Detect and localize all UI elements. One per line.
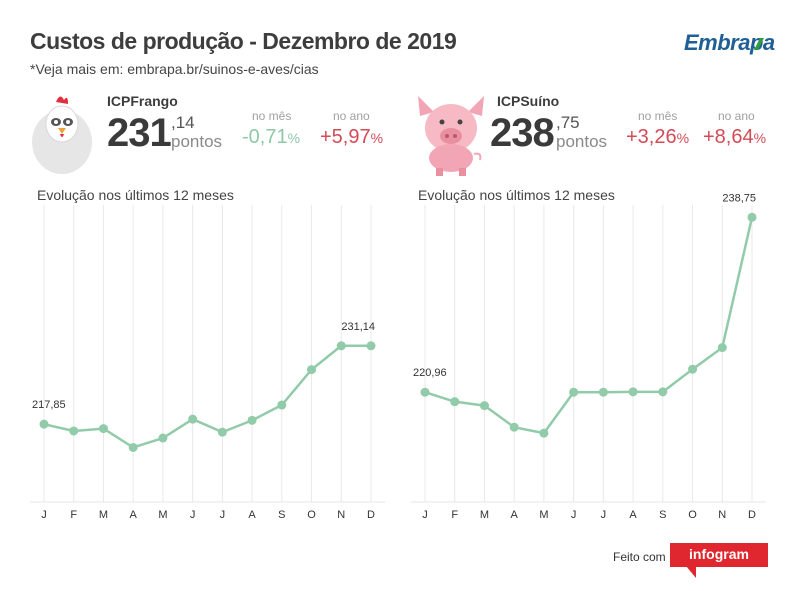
kpi-suino-unit: pontos	[556, 132, 608, 151]
suino-data-point	[420, 387, 430, 397]
frango-ano-label: no ano	[333, 109, 370, 123]
frango-data-point	[366, 341, 376, 351]
chicken-icon	[32, 96, 92, 174]
suino-x-tick-label: N	[718, 509, 726, 521]
frango-data-point	[158, 433, 168, 443]
suino-data-point	[509, 422, 519, 432]
made-with-text: Feito com	[613, 550, 666, 564]
frango-data-point	[217, 427, 227, 437]
suino-ano-label: no ano	[718, 109, 755, 123]
suino-x-tick-label: M	[539, 509, 548, 521]
chart-suino-title: Evolução nos últimos 12 meses	[418, 187, 615, 203]
suino-data-point	[688, 364, 698, 374]
kpi-frango-name: ICPFrango	[107, 93, 178, 109]
suino-mes-label: no mês	[638, 109, 678, 123]
frango-x-tick-label: F	[70, 509, 77, 521]
kpi-suino-decimal: ,75	[556, 113, 580, 132]
suino-x-tick-label: J	[422, 509, 428, 521]
frango-ano-change: +5,97%	[320, 126, 384, 148]
page-title: Custos de produção - Dezembro de 2019	[30, 28, 457, 54]
suino-data-point	[539, 428, 549, 438]
suino-x-tick-label: O	[688, 509, 697, 521]
suino-mes-change: +3,26%	[626, 126, 690, 148]
suino-ano-change: +8,64%	[703, 126, 767, 148]
frango-x-tick-label: A	[130, 509, 138, 521]
frango-data-point	[336, 341, 346, 351]
frango-data-point	[307, 365, 317, 375]
suino-series-line	[424, 217, 754, 435]
suino-x-tick-label: J	[601, 509, 607, 521]
suino-x-tick-label: M	[480, 509, 489, 521]
suino-x-tick-label: A	[511, 509, 519, 521]
suino-data-label: 238,75	[722, 192, 756, 204]
frango-data-point	[98, 424, 108, 434]
infogram-badge[interactable]: infogram	[670, 543, 768, 567]
infogram-badge-tail	[686, 566, 696, 578]
suino-data-point	[717, 343, 727, 353]
frango-mes-label: no mês	[252, 109, 292, 123]
frango-x-tick-label: J	[190, 509, 196, 521]
frango-data-point	[247, 415, 257, 425]
frango-data-label: 217,85	[32, 399, 66, 411]
suino-data-point	[479, 401, 489, 411]
suino-x-tick-label: A	[629, 509, 637, 521]
kpi-suino-value: 238	[490, 111, 555, 155]
suino-data-point	[569, 387, 579, 397]
page-subtitle: *Veja mais em: embrapa.br/suinos-e-aves/…	[30, 61, 319, 77]
frango-x-tick-label: M	[99, 509, 108, 521]
frango-x-tick-label: O	[307, 509, 316, 521]
suino-data-point	[598, 387, 608, 397]
frango-x-tick-label: J	[41, 509, 47, 521]
suino-x-tick-label: J	[571, 509, 577, 521]
infogram-label: infogram	[689, 546, 749, 562]
frango-data-point	[128, 442, 138, 452]
kpi-frango-decimal: ,14	[171, 113, 195, 132]
suino-data-point	[450, 397, 460, 407]
kpi-suino-name: ICPSuíno	[497, 93, 560, 109]
frango-x-tick-label: S	[278, 509, 285, 521]
frango-x-tick-label: J	[220, 509, 226, 521]
frango-x-tick-label: A	[248, 509, 256, 521]
frango-data-point	[188, 414, 198, 424]
frango-data-point	[39, 419, 49, 429]
pig-icon	[418, 96, 484, 176]
frango-x-tick-label: M	[158, 509, 167, 521]
suino-data-point	[628, 387, 638, 397]
frango-data-label: 231,14	[341, 321, 375, 333]
frango-series-line	[43, 344, 371, 449]
frango-x-tick-label: D	[367, 509, 375, 521]
kpi-frango-unit: pontos	[171, 132, 223, 151]
frango-data-point	[69, 426, 79, 436]
suino-x-tick-label: F	[451, 509, 458, 521]
kpi-frango-value: 231	[107, 111, 172, 155]
suino-data-label: 220,96	[413, 367, 447, 379]
frango-x-tick-label: N	[337, 509, 345, 521]
frango-mes-change: -0,71%	[242, 126, 301, 148]
frango-data-point	[277, 400, 287, 410]
suino-data-point	[658, 387, 668, 397]
suino-x-tick-label: S	[659, 509, 666, 521]
suino-x-tick-label: D	[748, 509, 756, 521]
suino-data-point	[747, 212, 757, 222]
chart-frango-title: Evolução nos últimos 12 meses	[37, 187, 234, 203]
logo-swoosh-icon	[754, 38, 764, 50]
